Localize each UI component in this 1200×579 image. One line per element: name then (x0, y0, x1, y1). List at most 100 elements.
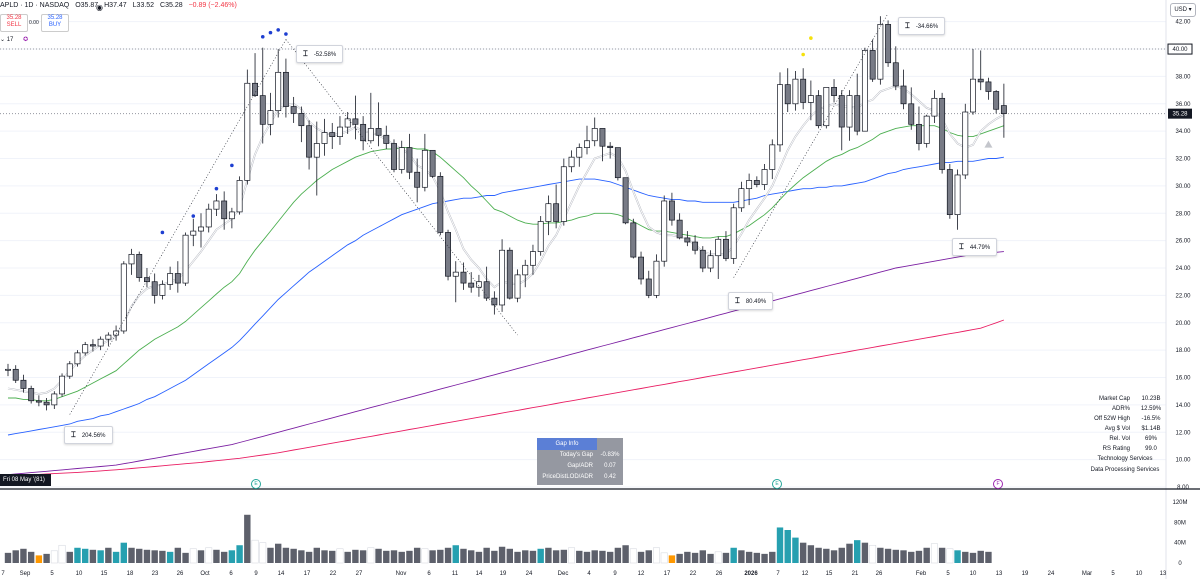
volume-bar (908, 551, 915, 563)
buy-button[interactable]: 35.28 BUY (41, 14, 69, 32)
volume-bar (761, 553, 768, 563)
candle-body (429, 149, 436, 177)
gap-row: PriceDistLOD/ADR 0.42 (537, 472, 623, 483)
level-price-tag (1167, 43, 1193, 55)
candle-body (869, 50, 876, 80)
eye-icon[interactable]: ◉ (96, 3, 103, 12)
volume-bar (599, 550, 606, 563)
volume-bar (545, 547, 552, 563)
spread-value: 0.00 (29, 20, 39, 26)
volume-bar (20, 548, 27, 563)
volume-bar (82, 548, 89, 563)
candle-body (537, 221, 544, 252)
level-price-label: 40.00 (1172, 47, 1188, 53)
volume-bar (429, 550, 436, 563)
volume-bar (792, 537, 799, 563)
volume-bar (838, 547, 845, 563)
time-tick-label: 14 (278, 571, 285, 577)
measure-label-4[interactable]: ⌶ -34.66% (898, 17, 946, 35)
volume-bar (413, 547, 421, 563)
candle-body (954, 174, 961, 216)
volume-bar (854, 540, 861, 563)
measure-label-1[interactable]: ⌶ 204.56% (64, 426, 113, 444)
volume-bar (220, 551, 228, 563)
sell-button[interactable]: 35.28 SELL (0, 14, 28, 32)
price-tick-label: 36.00 (1175, 102, 1191, 108)
volume-bar (105, 547, 112, 563)
time-tick-label: 23 (152, 571, 159, 577)
measure-icon: ⌶ (735, 296, 740, 305)
measure-icon: ⌶ (303, 49, 308, 58)
stats-row: Rel. Vol 69% (1082, 434, 1168, 444)
volume-bar (128, 547, 135, 563)
candle-body (282, 71, 289, 107)
candle-body (35, 400, 42, 403)
volume-bar (776, 527, 784, 563)
symbol-name[interactable]: APLD · 1D · NASDAQ (0, 2, 70, 9)
volume-bar (969, 552, 977, 563)
volume-bar (660, 552, 668, 564)
volume-bar (722, 552, 730, 563)
price-tick-label: 16.00 (1175, 376, 1191, 382)
financials-event-icon[interactable]: F (993, 479, 1003, 489)
candle-body (329, 132, 336, 137)
volume-bar (375, 548, 382, 563)
candle-body (530, 251, 536, 266)
candle-body (406, 147, 413, 173)
candle-body (89, 344, 96, 347)
volume-bar (437, 549, 444, 563)
measure-label-3[interactable]: ⌶ 80.49% (728, 292, 774, 310)
measure-label-5[interactable]: ⌶ 44.79% (952, 238, 998, 256)
candle-body (298, 113, 305, 127)
alert-triangle (984, 140, 993, 148)
sell-label: SELL (6, 22, 22, 28)
time-tick-label: 19 (1022, 571, 1029, 577)
moving-averages (7, 85, 1005, 477)
volume-bar (506, 548, 513, 563)
sector-label: Technology Services (1097, 456, 1153, 462)
stats-value: 99.0 (1145, 446, 1157, 452)
volume-bar (406, 550, 413, 563)
candle-body (831, 87, 837, 96)
symbol-header: APLD · 1D · NASDAQ O35.87 H37.47 L33.52 … (0, 2, 241, 16)
candle-body (398, 147, 405, 170)
time-tick-label: Oct (200, 571, 210, 577)
candle-body (807, 95, 814, 103)
candle-body (174, 273, 181, 284)
stats-table: Market Cap 10.23B ADR% 12.59% Off 52W High… (1082, 394, 1168, 476)
candle-body (491, 297, 498, 306)
stats-value: -16.5% (1141, 416, 1161, 422)
indicators-toggle[interactable]: ⌄ 17 ✪ (0, 36, 28, 43)
volume-bar (97, 550, 104, 563)
volume-tick-label: 80M (1174, 520, 1186, 526)
time-tick-label: Feb (916, 571, 927, 577)
time-tick-label: 6 (229, 571, 233, 577)
stats-row: Market Cap 10.23B (1082, 394, 1168, 404)
earnings-event-icon[interactable]: E (772, 479, 782, 489)
time-tick-label: 26 (177, 571, 184, 577)
candle-body (707, 255, 714, 269)
candle-body (769, 144, 776, 170)
volume-bar (684, 551, 691, 563)
chevron-down-icon: ⌄ (0, 37, 6, 43)
candle-body (668, 200, 675, 221)
time-tick-label: 24 (526, 571, 533, 577)
candle-body (159, 284, 166, 296)
trendline-down (285, 39, 518, 336)
stats-row: Avg $ Vol $1.14B (1082, 424, 1168, 434)
candle-body (908, 103, 915, 125)
currency-select[interactable]: USD ▾ (1170, 3, 1196, 17)
candle-body (661, 200, 668, 262)
volume-bar (244, 514, 251, 563)
volume-bar (282, 547, 290, 563)
settings-icon[interactable]: ✪ (23, 37, 29, 43)
measure-label-2[interactable]: ⌶ -52.58% (296, 45, 344, 63)
candle-body (313, 143, 320, 158)
earnings-event-icon[interactable]: E (251, 479, 261, 489)
volume-bar (622, 545, 629, 563)
volume-bar (977, 550, 984, 563)
change-value: −0.89 (−2.46%) (188, 2, 237, 9)
time-tick-label: 18 (127, 571, 134, 577)
